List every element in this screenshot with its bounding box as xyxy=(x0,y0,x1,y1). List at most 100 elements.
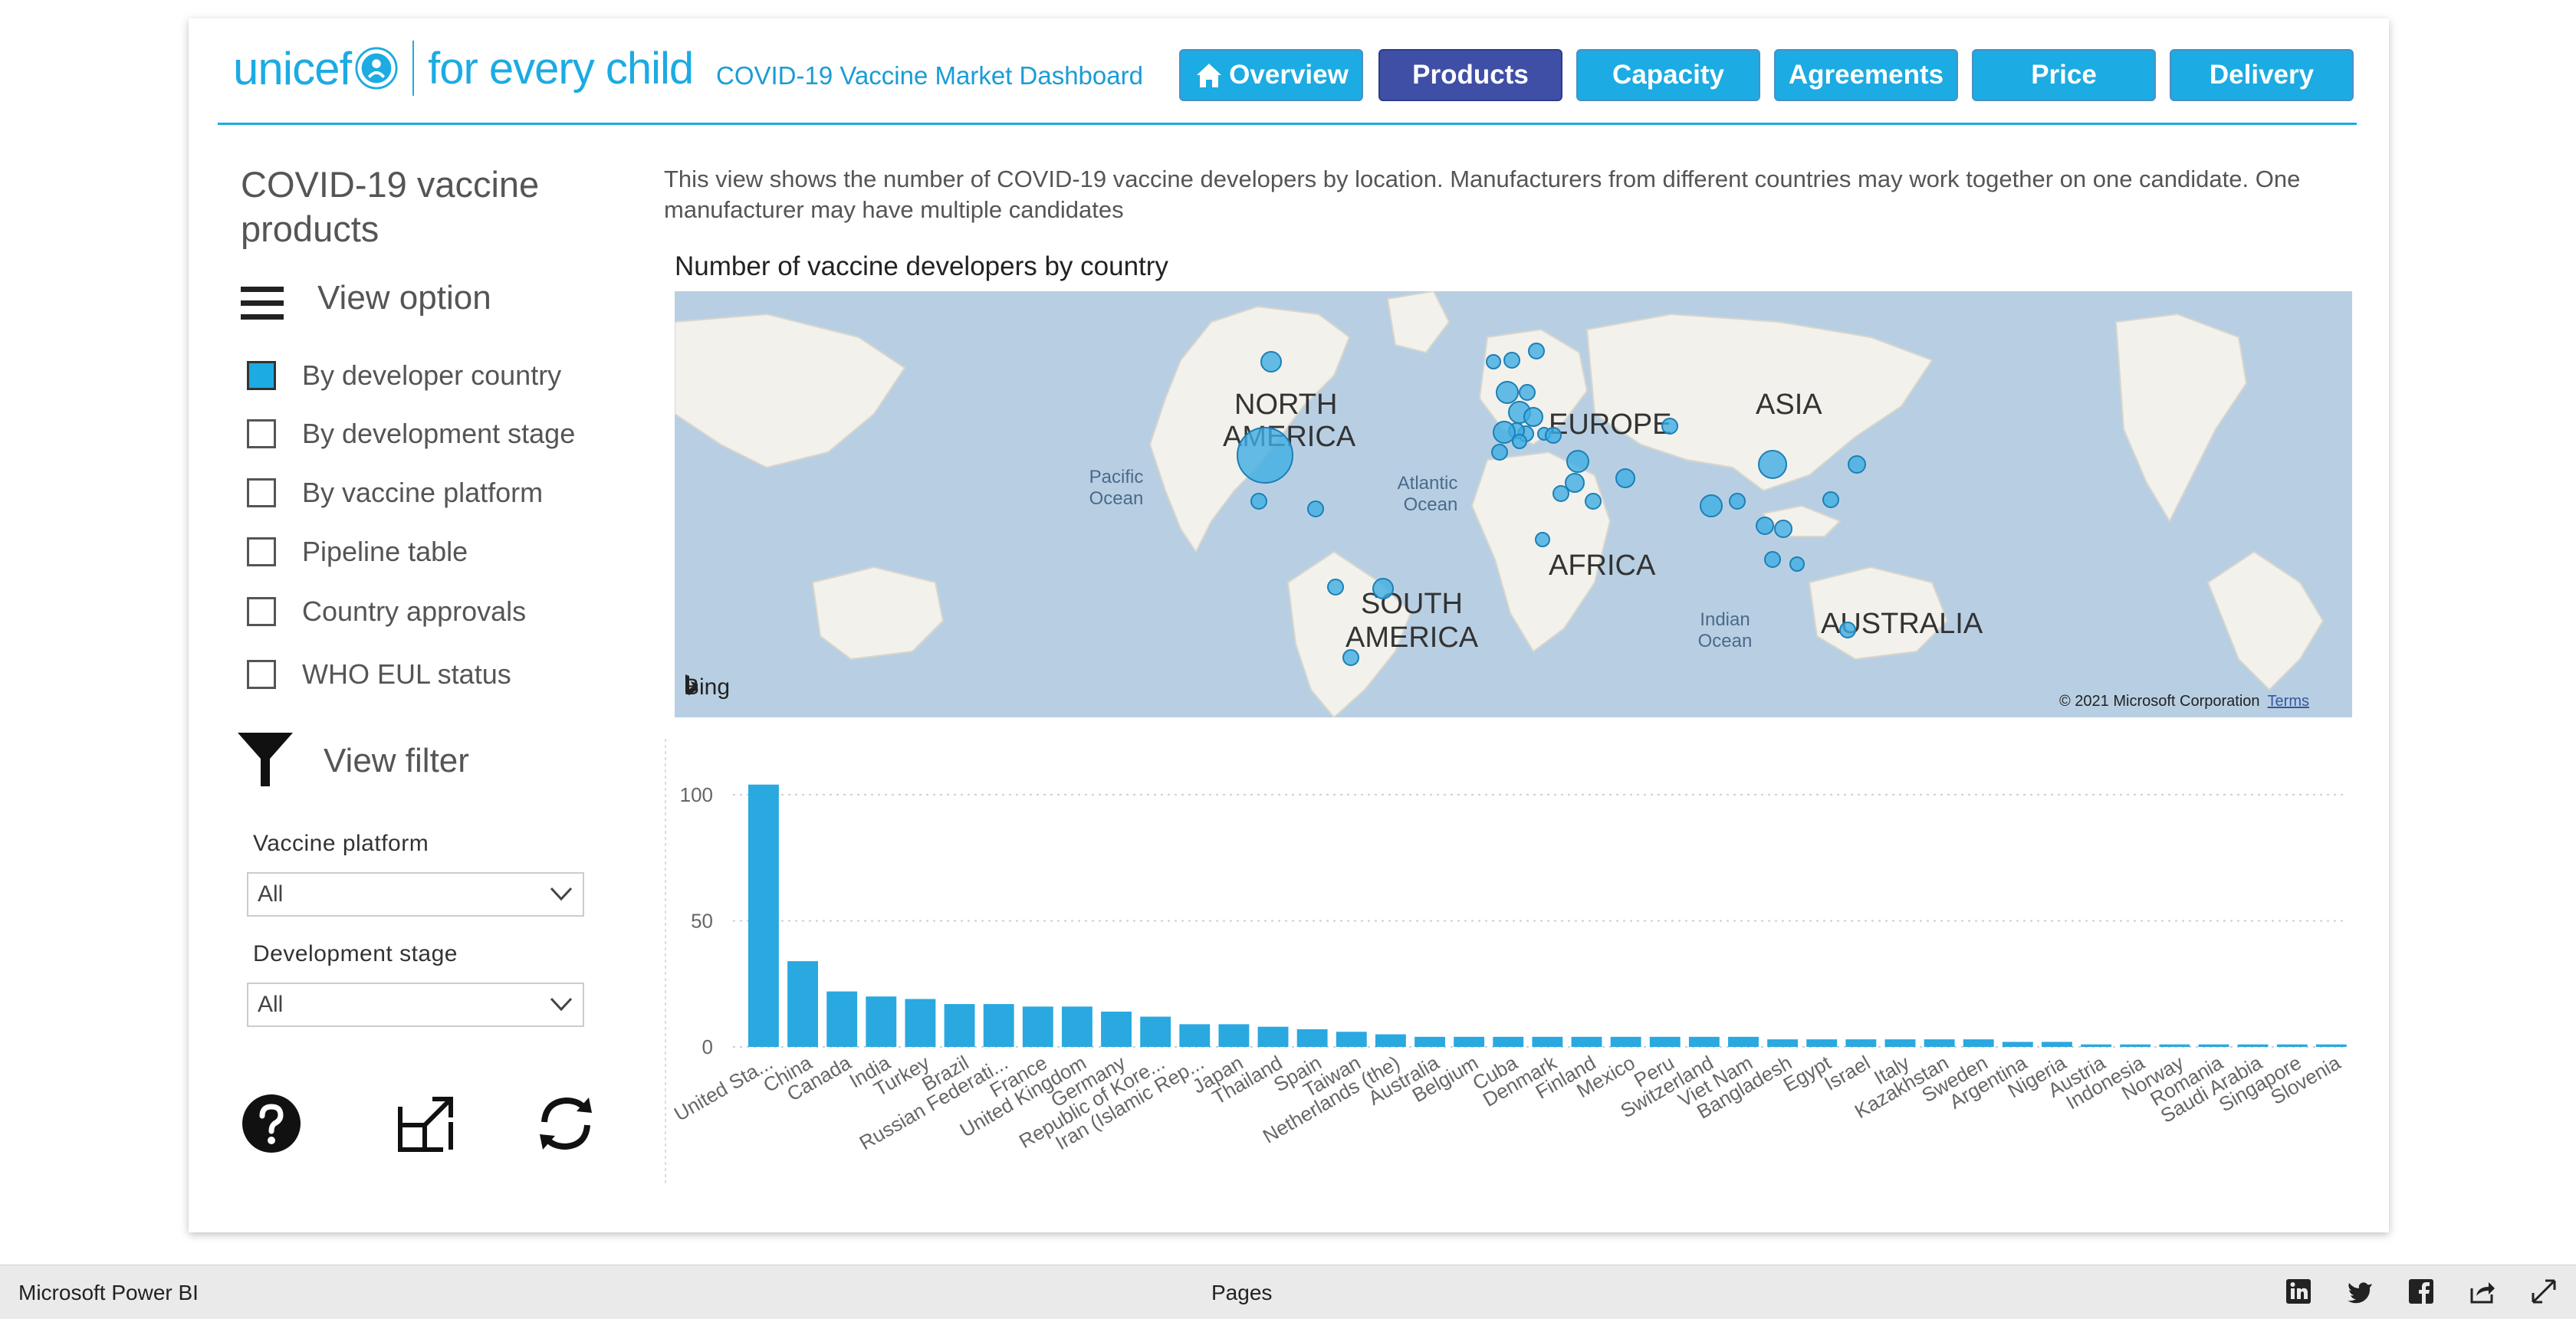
vaccine-platform-label: Vaccine platform xyxy=(253,831,429,856)
nav-agreements-button[interactable]: Agreements xyxy=(1774,49,1958,101)
bar-25[interactable] xyxy=(1728,1036,1759,1047)
bar-38[interactable] xyxy=(2237,1044,2269,1047)
option-by-vaccine-platform[interactable]: By vaccine platform xyxy=(247,476,543,510)
bar-12[interactable] xyxy=(1218,1024,1250,1047)
bar-29[interactable] xyxy=(1884,1039,1916,1047)
bar-4[interactable] xyxy=(905,999,936,1047)
map-bubble xyxy=(1519,384,1536,401)
bar-20[interactable] xyxy=(1532,1036,1563,1047)
footer-brand[interactable]: Microsoft Power BI xyxy=(18,1281,199,1304)
bar-19[interactable] xyxy=(1493,1036,1524,1047)
linkedin-icon[interactable] xyxy=(2285,1278,2312,1305)
bubble-map[interactable]: NORTH AMERICA EUROPE ASIA AFRICA SOUTH A… xyxy=(675,291,2352,717)
bing-label: Bing xyxy=(684,674,731,700)
dropdown-value: All xyxy=(258,881,284,907)
bar-24[interactable] xyxy=(1688,1036,1720,1047)
bar-13[interactable] xyxy=(1257,1026,1289,1047)
bar-16[interactable] xyxy=(1375,1034,1406,1047)
bar-9[interactable] xyxy=(1101,1011,1132,1047)
map-bubble xyxy=(1764,551,1781,568)
vaccine-platform-dropdown[interactable]: All xyxy=(247,872,584,917)
footer-pages[interactable]: Pages xyxy=(1211,1281,1273,1304)
bar-6[interactable] xyxy=(983,1004,1014,1047)
option-who-eul-status[interactable]: WHO EUL status xyxy=(247,658,511,691)
bar-27[interactable] xyxy=(1806,1039,1838,1047)
bar-34[interactable] xyxy=(2081,1044,2112,1047)
bar-39[interactable] xyxy=(2276,1044,2308,1047)
bar-30[interactable] xyxy=(1924,1039,1955,1047)
nav-overview-button[interactable]: Overview xyxy=(1179,49,1363,101)
map-label-europe: EUROPE xyxy=(1549,408,1671,441)
map-bubble xyxy=(1528,343,1545,359)
map-bubble xyxy=(1512,434,1527,449)
view-filter-heading: View filter xyxy=(324,742,469,779)
unicef-globe-icon xyxy=(355,47,398,90)
checkbox[interactable] xyxy=(247,597,276,626)
bar-3[interactable] xyxy=(866,996,897,1047)
greenland-landmass xyxy=(1386,291,1451,354)
bar-23[interactable] xyxy=(1649,1036,1681,1047)
bar-37[interactable] xyxy=(2198,1044,2229,1047)
fullscreen-icon[interactable] xyxy=(2530,1278,2558,1305)
checkbox-checked[interactable] xyxy=(247,361,276,390)
bar-1[interactable] xyxy=(787,961,818,1047)
bar-22[interactable] xyxy=(1610,1036,1641,1047)
checkbox[interactable] xyxy=(247,660,276,689)
bar-17[interactable] xyxy=(1414,1036,1445,1047)
nav-capacity-button[interactable]: Capacity xyxy=(1576,49,1760,101)
option-pipeline-table[interactable]: Pipeline table xyxy=(247,535,468,569)
bar-33[interactable] xyxy=(2042,1042,2072,1047)
bar-8[interactable] xyxy=(1061,1006,1092,1047)
bar-0[interactable] xyxy=(748,784,779,1047)
facebook-icon[interactable] xyxy=(2407,1278,2435,1305)
map-bubble xyxy=(1535,532,1550,547)
bar-18[interactable] xyxy=(1454,1036,1485,1047)
nav-price-button[interactable]: Price xyxy=(1972,49,2156,101)
map-label-south-america: AMERICA xyxy=(1346,622,1479,654)
bar-15[interactable] xyxy=(1336,1032,1367,1047)
x-tick-label: United Sta... xyxy=(670,1051,777,1126)
powerbi-footer: Microsoft Power BI Pages xyxy=(0,1265,2576,1319)
checkbox[interactable] xyxy=(247,478,276,507)
map-bubble xyxy=(1260,351,1282,372)
map-bubble xyxy=(1565,473,1585,493)
bar-14[interactable] xyxy=(1296,1029,1328,1047)
checkbox[interactable] xyxy=(247,419,276,448)
bar-5[interactable] xyxy=(944,1004,975,1047)
map-bubble xyxy=(1756,517,1774,535)
map-bubble-united-states xyxy=(1237,427,1293,484)
map-bubble xyxy=(1615,468,1635,488)
twitter-icon[interactable] xyxy=(2346,1278,2374,1305)
bar-26[interactable] xyxy=(1767,1039,1799,1047)
bar-32[interactable] xyxy=(2002,1042,2033,1047)
option-label: WHO EUL status xyxy=(302,658,511,690)
refresh-icon[interactable] xyxy=(534,1091,598,1156)
bar-36[interactable] xyxy=(2159,1044,2190,1047)
bar-21[interactable] xyxy=(1571,1036,1602,1047)
terms-link[interactable]: Terms xyxy=(2267,693,2309,710)
map-bubble xyxy=(1774,520,1792,538)
help-icon[interactable] xyxy=(239,1091,304,1156)
bar-11[interactable] xyxy=(1179,1024,1211,1047)
bar-7[interactable] xyxy=(1022,1006,1053,1047)
option-country-approvals[interactable]: Country approvals xyxy=(247,595,526,628)
bar-35[interactable] xyxy=(2120,1044,2151,1047)
bar-10[interactable] xyxy=(1140,1016,1171,1047)
option-by-development-stage[interactable]: By development stage xyxy=(247,417,575,451)
map-bubble xyxy=(1486,354,1501,369)
share-icon[interactable] xyxy=(2469,1278,2496,1305)
nav-products-button[interactable]: Products xyxy=(1378,49,1562,101)
bar-2[interactable] xyxy=(826,991,858,1047)
bar-28[interactable] xyxy=(1845,1039,1877,1047)
southam-right-repeat xyxy=(2206,550,2325,691)
map-label-indian: Indian xyxy=(1700,609,1750,630)
map-bubble xyxy=(1585,493,1602,510)
bar-40[interactable] xyxy=(2315,1044,2347,1047)
bar-31[interactable] xyxy=(1963,1039,1994,1047)
nav-delivery-button[interactable]: Delivery xyxy=(2170,49,2354,101)
development-stage-dropdown[interactable]: All xyxy=(247,983,584,1027)
checkbox[interactable] xyxy=(247,537,276,566)
expand-icon[interactable] xyxy=(394,1091,458,1156)
option-by-developer-country[interactable]: By developer country xyxy=(247,359,561,392)
